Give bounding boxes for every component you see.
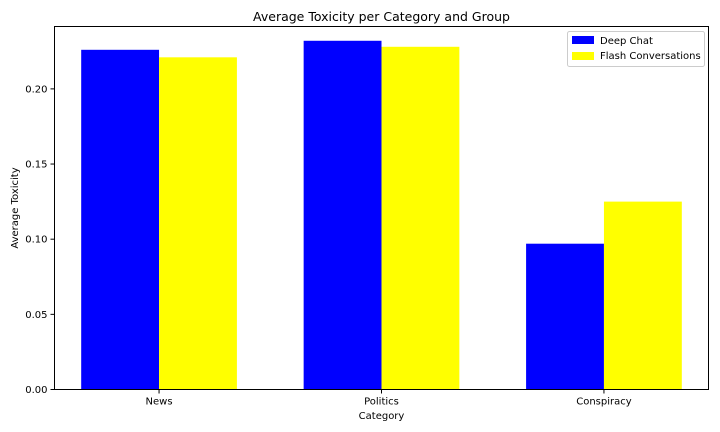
x-axis: News Politics Conspiracy bbox=[146, 389, 632, 408]
y-tick-label: 0.20 bbox=[25, 84, 47, 95]
x-axis-label: Category bbox=[359, 411, 405, 422]
y-tick-label: 0.00 bbox=[25, 385, 47, 396]
bar-deep-chat-conspiracy bbox=[526, 243, 604, 390]
bar-deep-chat-news bbox=[81, 49, 160, 390]
legend-frame bbox=[567, 31, 705, 67]
plot-frame bbox=[54, 26, 709, 390]
y-tick-label: 0.05 bbox=[25, 310, 47, 321]
x-tick-label-conspiracy: Conspiracy bbox=[576, 397, 632, 408]
y-tick-label: 0.15 bbox=[25, 160, 47, 171]
y-axis-label: Average Toxicity bbox=[10, 167, 21, 248]
legend-swatch-deep-chat bbox=[572, 36, 594, 44]
bars-group bbox=[81, 40, 682, 390]
legend-label-flash-conversations: Flash Conversations bbox=[600, 51, 701, 62]
legend: Deep Chat Flash Conversations bbox=[567, 31, 705, 67]
bar-flash-conversations-politics bbox=[381, 46, 460, 390]
bar-flash-conversations-conspiracy bbox=[603, 201, 682, 390]
y-tick-label: 0.10 bbox=[25, 235, 47, 246]
chart-title: Average Toxicity per Category and Group bbox=[253, 9, 510, 24]
x-tick-label-politics: Politics bbox=[364, 397, 399, 408]
bar-flash-conversations-news bbox=[159, 57, 237, 390]
legend-swatch-flash-conversations bbox=[572, 52, 594, 60]
bar-deep-chat-politics bbox=[303, 40, 382, 390]
legend-label-deep-chat: Deep Chat bbox=[600, 36, 653, 47]
x-tick-label-news: News bbox=[146, 397, 173, 408]
y-axis: 0.00 0.05 0.10 0.15 0.20 bbox=[25, 84, 55, 396]
